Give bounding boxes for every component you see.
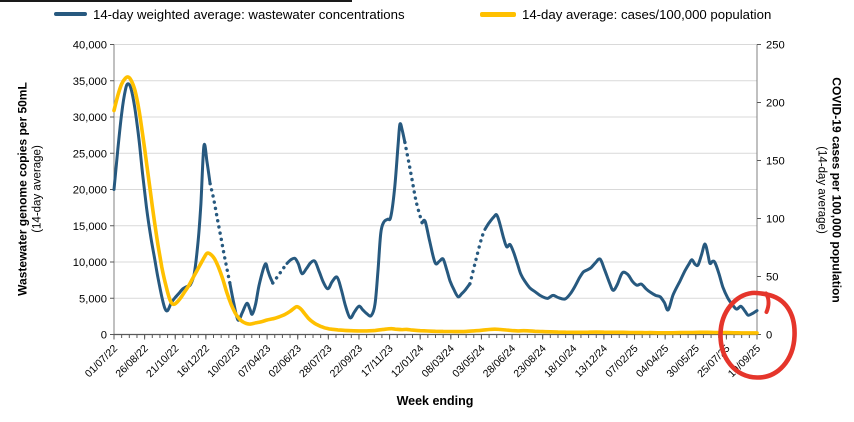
x-axis-tick-label: 01/07/22 xyxy=(83,343,120,380)
wastewater-series-dotted-segment xyxy=(271,261,289,285)
x-axis-tick-label: 07/02/25 xyxy=(603,343,640,380)
x-axis-tick-label: 26/08/22 xyxy=(113,343,150,380)
legend-item-cases: 14-day average: cases/100,000 population xyxy=(480,4,771,24)
x-axis-tick-label: 13/12/24 xyxy=(573,343,610,380)
left-axis-tick-label: 20,000 xyxy=(73,185,107,197)
x-axis-tick-label: 04/04/25 xyxy=(634,343,671,380)
legend-item-wastewater: 14-day weighted average: wastewater conc… xyxy=(54,4,405,24)
left-axis-title-block: Wastewater genome copies per 50mL (14-da… xyxy=(15,82,44,296)
right-axis-tick-label: 0 xyxy=(766,330,772,342)
wastewater-legend-swatch xyxy=(54,11,87,17)
x-axis-tick-label: 02/06/23 xyxy=(266,343,303,380)
wastewater-series-line xyxy=(112,82,212,313)
right-axis-tick-label: 200 xyxy=(766,98,785,110)
left-axis-title: Wastewater genome copies per 50mL xyxy=(15,82,30,296)
x-axis-tick-label: 30/05/25 xyxy=(664,343,701,380)
wastewater-series-line xyxy=(285,122,407,320)
top-border-line xyxy=(0,0,352,2)
right-axis-tick-label: 50 xyxy=(766,272,778,284)
left-axis-tick-label: 15,000 xyxy=(73,221,107,233)
x-axis-tick-label: 12/01/24 xyxy=(389,343,426,380)
right-axis-title-block: COVID-19 cases per 100,000 population (1… xyxy=(814,77,844,303)
cases-legend-label: 14-day average: cases/100,000 population xyxy=(522,6,772,22)
red-circle-annotation xyxy=(718,290,797,380)
right-axis-subtitle: (14-day average) xyxy=(815,146,828,234)
left-axis-tick-label: 30,000 xyxy=(73,112,107,124)
right-axis-title: COVID-19 cases per 100,000 population xyxy=(829,77,844,303)
x-axis-tick-label: 08/03/24 xyxy=(420,343,457,380)
x-axis-tick-label: 18/10/24 xyxy=(542,343,579,380)
left-axis-tick-label: 5,000 xyxy=(79,293,107,305)
wastewater-series-dotted-segment xyxy=(468,227,487,286)
left-axis-tick-label: 40,000 xyxy=(73,40,107,52)
cases-legend-swatch xyxy=(480,11,516,17)
x-axis-tick-label: 28/07/23 xyxy=(297,343,334,380)
wastewater-legend-label: 14-day weighted average: wastewater conc… xyxy=(93,6,405,22)
wastewater-series-line xyxy=(420,218,472,299)
wastewater-series-dotted-segment xyxy=(403,140,424,225)
left-axis-tick-label: 25,000 xyxy=(73,148,107,160)
x-axis-tick-label: 28/06/24 xyxy=(481,343,518,380)
left-axis-tick-label: 0 xyxy=(101,330,107,342)
right-axis-tick-label: 150 xyxy=(766,156,785,168)
left-axis-tick-label: 10,000 xyxy=(73,257,107,269)
chart-legend: 14-day weighted average: wastewater conc… xyxy=(0,4,854,26)
x-axis-title: Week ending xyxy=(396,394,474,408)
left-axis-tick-label: 35,000 xyxy=(73,76,107,88)
x-axis-tick-label: 07/04/23 xyxy=(236,343,273,380)
cases-series-line xyxy=(112,75,759,335)
x-axis-tick-label: 22/09/23 xyxy=(328,343,365,380)
red-circle-annotation-hook xyxy=(764,291,771,314)
x-axis-tick-label: 16/12/22 xyxy=(175,343,212,380)
x-axis-tick-label: 10/02/23 xyxy=(205,343,242,380)
wastewater-series-dotted-segment xyxy=(208,182,232,286)
right-axis-tick-label: 250 xyxy=(766,40,785,52)
wastewater-series-line xyxy=(483,213,759,317)
x-axis-tick-label: 23/08/24 xyxy=(511,343,548,380)
x-axis-tick-label: 21/10/22 xyxy=(144,343,181,380)
right-axis-tick-label: 100 xyxy=(766,214,785,226)
left-axis-subtitle: (14-day average) xyxy=(31,145,44,233)
x-axis-tick-label: 03/05/24 xyxy=(450,343,487,380)
